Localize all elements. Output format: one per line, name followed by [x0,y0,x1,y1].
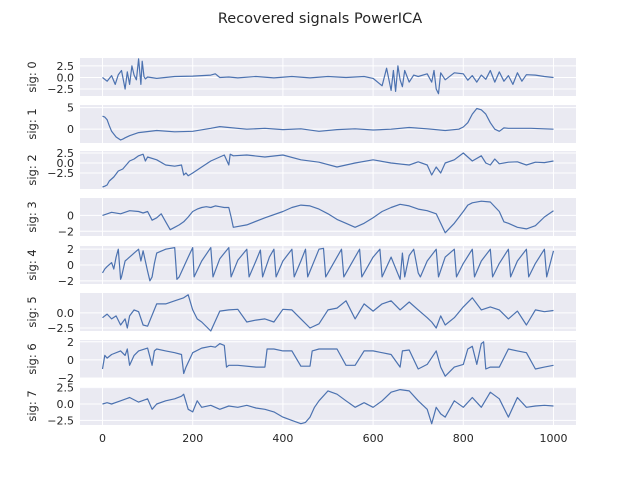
y-tick-label: −2.5 [47,167,74,180]
series-line-sig-7 [102,389,554,425]
x-tick-label: 0 [99,432,106,445]
series-line-sig-5 [102,294,554,332]
x-tick-label: 600 [363,432,384,445]
y-tick-label: −2.5 [47,322,74,335]
subplot-0: 2.50.0−2.5 sig: 0 [25,58,576,96]
y-tick-label: 0 [67,354,74,367]
y-tick-label: 0.0 [57,71,75,84]
panel-background [80,105,576,143]
y-tick-label: 0.0 [57,307,75,320]
panel-background [80,340,576,378]
x-tick-label: 200 [182,432,203,445]
panel-background [80,293,576,331]
y-tick-label: 2.5 [57,147,75,160]
panel-background [80,151,576,189]
y-tick-label: 0.0 [57,157,75,170]
y-axis-label: sig: 1 [25,108,39,139]
y-tick-label: 0.0 [57,398,75,411]
y-tick-label: 0 [67,259,74,272]
series-line-sig-1 [102,107,554,141]
y-axis-label: sig: 0 [25,61,39,92]
subplot-5: 0.0 −2.5 sig: 5 [25,293,576,335]
y-tick-label: 2.5 [57,60,75,73]
y-tick-label: 2 [67,243,74,256]
y-tick-label: −2.5 [47,414,74,427]
y-axis-label: sig: 6 [25,343,39,374]
panel-background [80,387,576,425]
y-axis-label: sig: 4 [25,249,39,280]
subplot-2: 2.50.0−2.5 sig: 2 [25,147,576,189]
x-tick-label: 400 [272,432,293,445]
series-line-sig-4 [101,247,555,282]
x-tick-label: 800 [453,432,474,445]
y-tick-label: −2.5 [47,83,74,96]
y-tick-label: −2 [58,225,74,238]
x-axis-ticks: 0 200 400 600 800 1000 [99,432,567,445]
subplot-4: 2 0 −2 sig: 4 [25,243,576,288]
y-tick-label: −2 [58,372,74,385]
y-tick-label: −2 [58,275,74,288]
y-axis-label: sig: 3 [25,201,39,232]
y-tick-label: 0 [67,209,74,222]
subplot-7: 2.5 0.0 −2.5 sig: 7 [25,382,576,427]
series-line-sig-2 [102,152,554,188]
chart-title: Recovered signals PowerICA [218,11,422,27]
y-tick-label: 2.5 [57,382,75,395]
subplot-6: 2 0 −2 sig: 6 [25,336,576,385]
subplot-3: 0 −2 sig: 3 [25,198,576,238]
y-tick-label: 2 [67,336,74,349]
y-tick-label: 0 [67,123,74,136]
series-line-sig-6 [101,341,554,377]
series-line-sig-0 [102,58,554,95]
subplot-1: 5 0 sig: 1 [25,102,576,143]
y-axis-label: sig: 2 [25,154,39,185]
y-tick-label: 5 [67,102,74,115]
y-axis-label: sig: 5 [25,296,39,327]
y-axis-label: sig: 7 [25,390,39,421]
series-line-sig-3 [102,200,554,234]
x-tick-label: 1000 [539,432,567,445]
